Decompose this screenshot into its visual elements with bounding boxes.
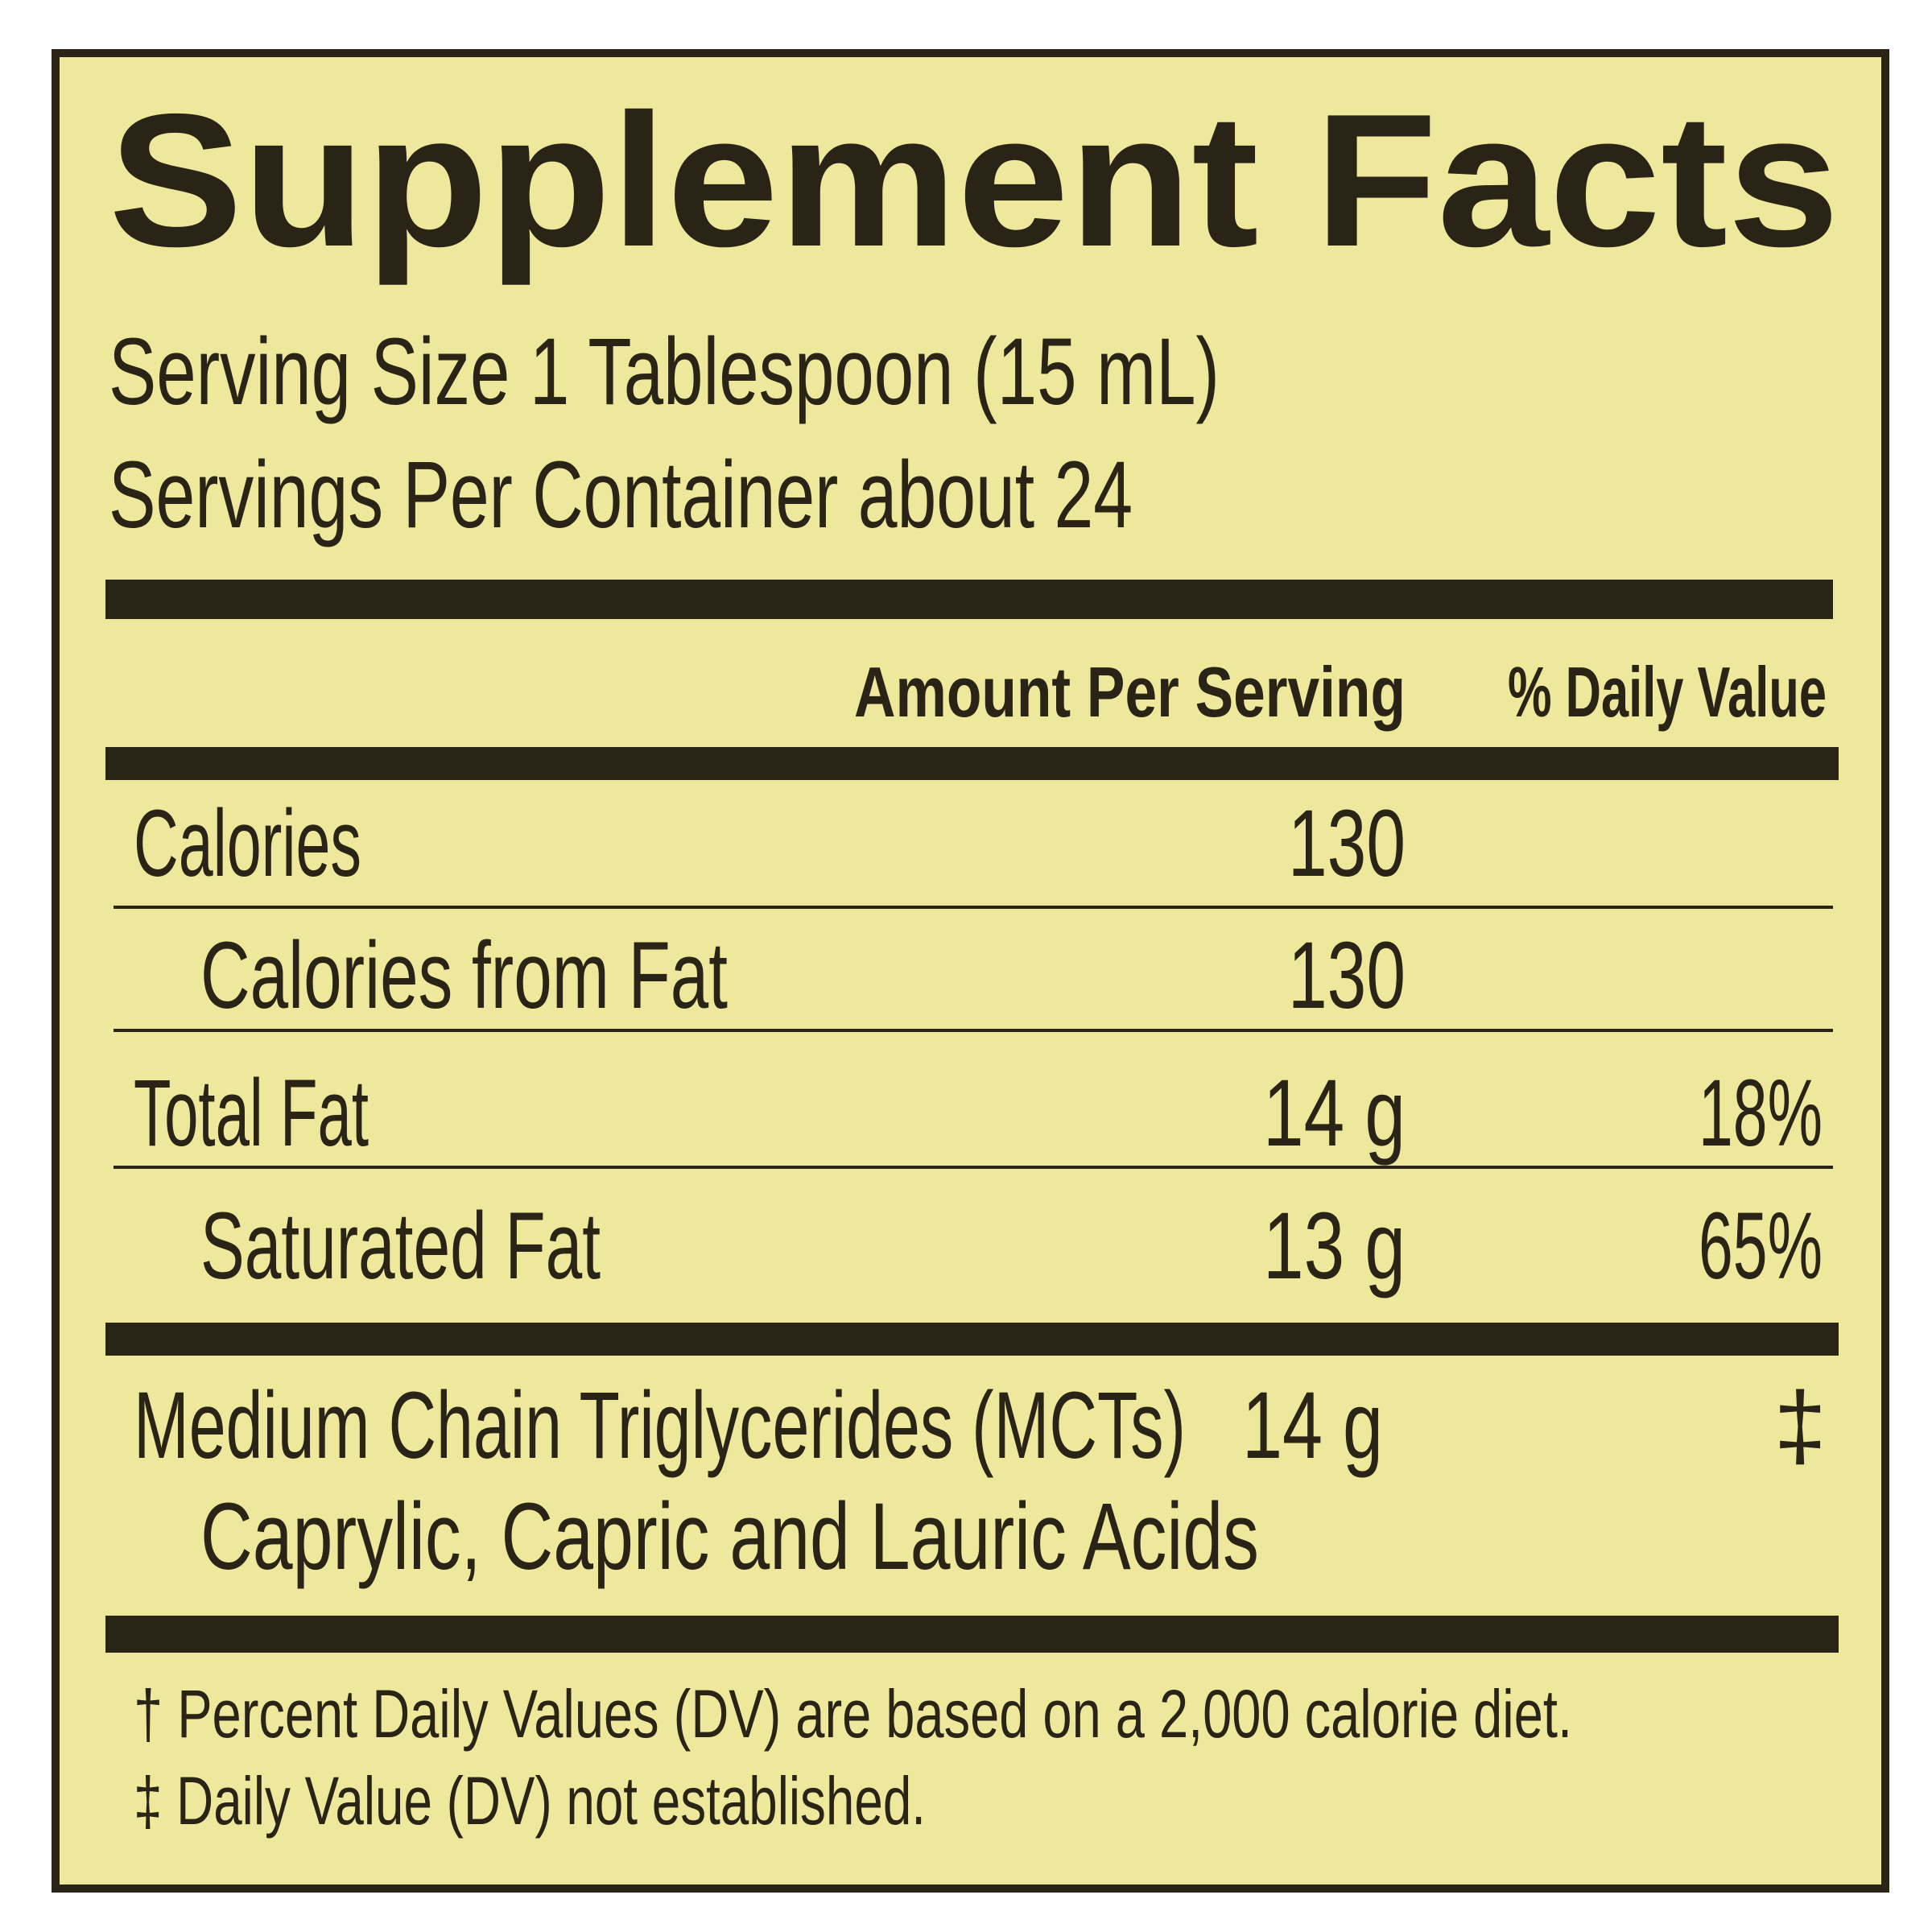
nutrient-daily-value: 18%: [1699, 1060, 1823, 1166]
footnote: ‡ Daily Value (DV) not established.: [134, 1763, 926, 1839]
row-divider: [114, 1029, 1833, 1032]
divider-bar: [105, 747, 1839, 780]
row-divider: [114, 1166, 1833, 1169]
divider-bar: [105, 1616, 1839, 1653]
column-header: % Daily Value: [1508, 652, 1827, 732]
label-panel: [52, 49, 1889, 1893]
ingredient-daily-value: ‡: [1773, 1373, 1827, 1479]
column-header: Amount Per Serving: [854, 652, 1406, 732]
nutrient-daily-value: 65%: [1699, 1193, 1823, 1299]
nutrient-amount: 130: [1288, 791, 1406, 897]
serving-size: Serving Size 1 Tablespoon (15 mL): [109, 319, 1220, 425]
nutrient-name: Saturated Fat: [200, 1193, 601, 1299]
nutrient-amount: 13 g: [1263, 1193, 1406, 1299]
nutrient-name: Total Fat: [134, 1060, 369, 1166]
divider-bar: [105, 1323, 1839, 1356]
footnote: † Percent Daily Values (DV) are based on…: [134, 1676, 1572, 1752]
ingredient-name: Medium Chain Triglycerides (MCTs): [134, 1373, 1186, 1479]
ingredient-amount: 14 g: [1242, 1373, 1383, 1479]
nutrient-name: Calories from Fat: [200, 923, 728, 1029]
row-divider: [114, 906, 1833, 909]
nutrient-name: Calories: [134, 791, 361, 897]
divider-bar: [105, 580, 1833, 619]
ingredient-detail: Caprylic, Capric and Lauric Acids: [200, 1484, 1259, 1590]
nutrient-amount: 130: [1288, 923, 1406, 1029]
nutrient-amount: 14 g: [1263, 1060, 1406, 1166]
label-title: Supplement Facts: [109, 74, 1839, 286]
servings-per-container: Servings Per Container about 24: [109, 442, 1133, 548]
